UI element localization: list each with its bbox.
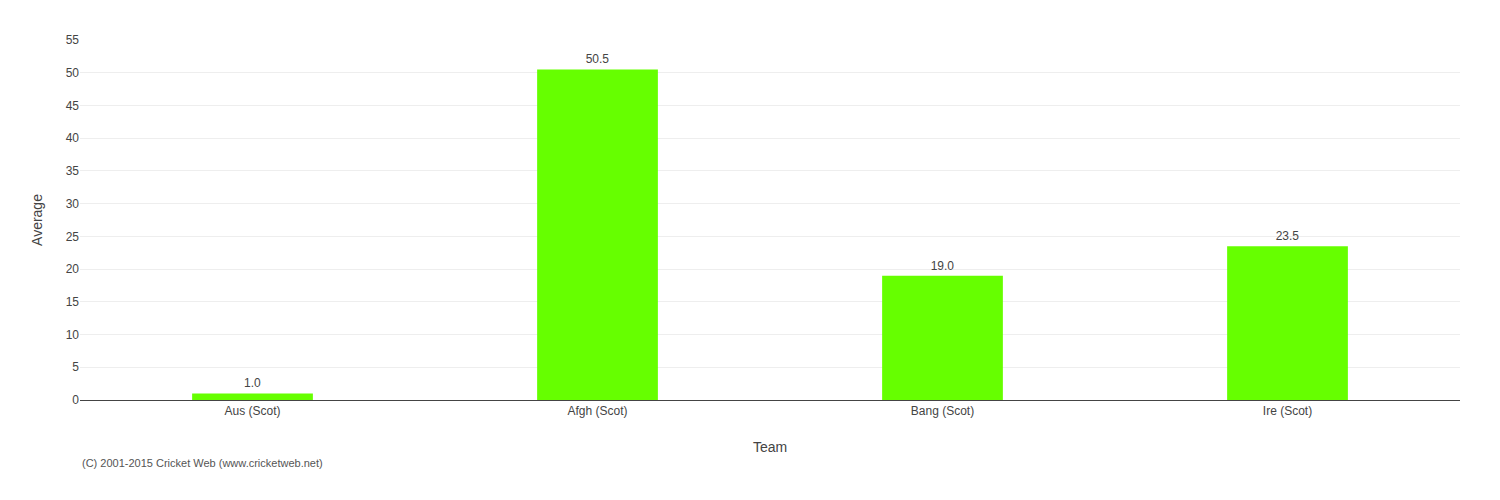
svg-text:23.5: 23.5 bbox=[1276, 229, 1300, 243]
svg-text:35: 35 bbox=[66, 164, 80, 178]
svg-text:1.0: 1.0 bbox=[244, 376, 261, 390]
svg-text:50: 50 bbox=[66, 66, 80, 80]
svg-text:0: 0 bbox=[72, 393, 79, 407]
svg-text:30: 30 bbox=[66, 197, 80, 211]
svg-text:(C) 2001-2015 Cricket Web (www: (C) 2001-2015 Cricket Web (www.cricketwe… bbox=[82, 457, 323, 469]
svg-text:10: 10 bbox=[66, 328, 80, 342]
svg-text:Average: Average bbox=[29, 194, 45, 246]
svg-text:50.5: 50.5 bbox=[586, 52, 610, 66]
svg-text:Afgh (Scot): Afgh (Scot) bbox=[567, 404, 627, 418]
svg-text:15: 15 bbox=[66, 295, 80, 309]
svg-text:19.0: 19.0 bbox=[931, 259, 955, 273]
svg-text:Bang (Scot): Bang (Scot) bbox=[911, 404, 974, 418]
svg-text:Team: Team bbox=[753, 439, 787, 455]
svg-text:45: 45 bbox=[66, 99, 80, 113]
svg-text:Ire (Scot): Ire (Scot) bbox=[1263, 404, 1312, 418]
svg-text:25: 25 bbox=[66, 230, 80, 244]
svg-text:20: 20 bbox=[66, 262, 80, 276]
svg-text:55: 55 bbox=[66, 33, 80, 47]
svg-text:Aus (Scot): Aus (Scot) bbox=[224, 404, 280, 418]
svg-text:40: 40 bbox=[66, 131, 80, 145]
svg-text:5: 5 bbox=[72, 360, 79, 374]
